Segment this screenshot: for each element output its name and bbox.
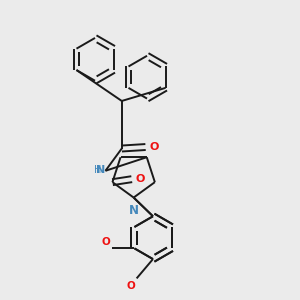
Text: O: O xyxy=(135,174,145,184)
Text: N: N xyxy=(129,204,139,217)
Text: O: O xyxy=(101,237,110,247)
Text: O: O xyxy=(127,281,135,291)
Text: N: N xyxy=(96,165,105,175)
Text: H: H xyxy=(94,165,101,175)
Text: O: O xyxy=(149,142,158,152)
